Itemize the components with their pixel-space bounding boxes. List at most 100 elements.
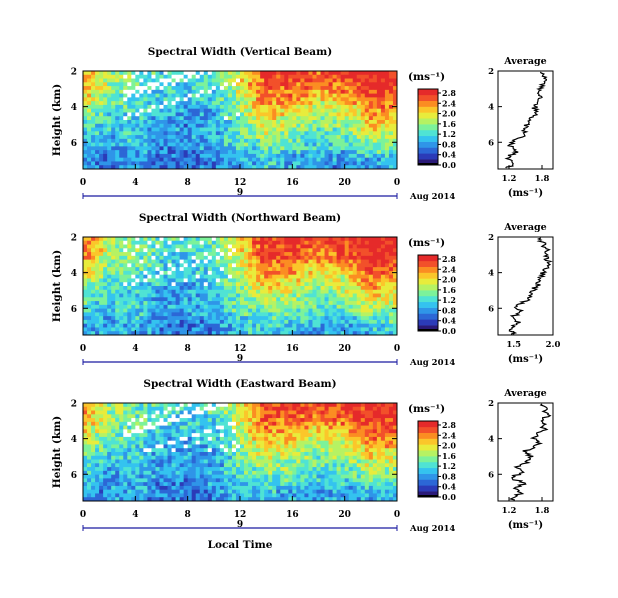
heatmap-cell — [340, 108, 346, 113]
heatmap-cell — [155, 308, 160, 313]
heatmap-cell — [199, 436, 205, 442]
heatmap-cell — [360, 93, 366, 98]
heatmap-cell — [223, 93, 229, 98]
heatmap-cell — [215, 123, 221, 128]
heatmap-cell — [83, 312, 88, 317]
heatmap-cell — [159, 316, 164, 321]
heatmap-cell — [131, 263, 136, 268]
heatmap-cell — [203, 89, 209, 95]
heatmap-cell — [260, 131, 265, 136]
heatmap-cell — [300, 131, 305, 136]
average-y-tick-label: 4 — [488, 269, 494, 279]
heatmap-cell — [268, 331, 273, 336]
heatmap-cell — [183, 237, 189, 242]
heatmap-cell — [328, 97, 333, 102]
heatmap-cell — [296, 259, 301, 264]
heatmap-cell — [244, 316, 249, 321]
heatmap-cell — [300, 157, 305, 162]
heatmap-cell — [304, 282, 309, 287]
heatmap-cell — [167, 120, 172, 125]
heatmap-cell — [95, 165, 100, 170]
heatmap-cell — [87, 327, 92, 332]
heatmap-cell — [187, 161, 193, 166]
heatmap-cell — [167, 436, 172, 442]
heatmap-cell — [320, 240, 325, 245]
heatmap-cell — [163, 120, 168, 125]
heatmap-cell — [364, 406, 370, 411]
heatmap-cell — [368, 78, 374, 83]
heatmap-cell — [300, 248, 305, 253]
heatmap-cell — [163, 433, 168, 438]
heatmap-cell — [276, 138, 281, 144]
heatmap-cell — [183, 108, 189, 113]
heatmap-cell — [276, 282, 281, 287]
heatmap-cell — [384, 165, 390, 170]
heatmap-cell — [364, 436, 370, 442]
heatmap-cell — [115, 112, 120, 117]
heatmap-cell — [183, 323, 189, 328]
heatmap-cell — [244, 331, 249, 336]
heatmap-cell — [127, 410, 132, 415]
heatmap-cell — [195, 120, 201, 125]
heatmap-cell — [392, 244, 398, 249]
heatmap-cell — [276, 289, 281, 294]
heatmap-cell — [207, 252, 213, 257]
heatmap-cell — [103, 293, 108, 298]
heatmap-cell — [211, 146, 217, 151]
heatmap-cell — [215, 138, 221, 144]
heatmap-cell — [300, 71, 305, 76]
heatmap-cell — [380, 297, 386, 302]
heatmap-cell — [231, 312, 237, 317]
heatmap-cell — [296, 319, 301, 325]
heatmap-cell — [240, 142, 245, 147]
heatmap-cell — [344, 403, 350, 408]
heatmap-cell — [244, 157, 249, 162]
heatmap-cell — [320, 248, 325, 253]
heatmap-cell — [316, 289, 321, 294]
heatmap-cell — [348, 436, 354, 442]
heatmap-cell — [87, 104, 92, 110]
heatmap-cell — [344, 150, 350, 155]
heatmap-cell — [143, 142, 148, 147]
heatmap-cell — [235, 301, 241, 306]
heatmap-cell — [380, 104, 386, 110]
heatmap-cell — [187, 403, 193, 408]
heatmap-cell — [276, 414, 281, 419]
heatmap-cell — [372, 436, 378, 442]
heatmap-cell — [304, 71, 309, 76]
heatmap-cell — [143, 267, 148, 272]
heatmap-cell — [191, 278, 197, 283]
heatmap-cell — [227, 425, 233, 430]
heatmap-cell — [300, 274, 305, 279]
heatmap-cell — [159, 153, 164, 159]
heatmap-cell — [227, 104, 233, 110]
heatmap-cell — [300, 150, 305, 155]
heatmap-cell — [215, 131, 221, 136]
heatmap-cell — [248, 101, 253, 106]
heatmap-cell — [388, 255, 394, 261]
heatmap-cell — [127, 104, 132, 110]
heatmap-cell — [227, 319, 233, 325]
heatmap-cell — [368, 86, 374, 91]
heatmap-cell — [348, 403, 354, 408]
heatmap-cell — [231, 414, 237, 419]
heatmap-cell — [199, 421, 205, 427]
heatmap-cell — [111, 255, 116, 261]
heatmap-cell — [135, 150, 140, 155]
heatmap-cell — [292, 263, 297, 268]
heatmap-cell — [95, 120, 100, 125]
heatmap-cell — [304, 131, 309, 136]
heatmap-cell — [328, 93, 333, 98]
heatmap-cell — [248, 120, 253, 125]
heatmap-cell — [292, 108, 297, 113]
heatmap-cell — [292, 135, 297, 140]
heatmap-cell — [115, 120, 120, 125]
heatmap-cell — [139, 297, 144, 302]
heatmap-cell — [191, 323, 197, 328]
heatmap-cell — [151, 304, 156, 310]
heatmap-cell — [312, 127, 317, 132]
heatmap-cell — [244, 165, 249, 170]
heatmap-cell — [240, 421, 245, 427]
heatmap-cell — [191, 248, 197, 253]
heatmap-cell — [244, 116, 249, 121]
